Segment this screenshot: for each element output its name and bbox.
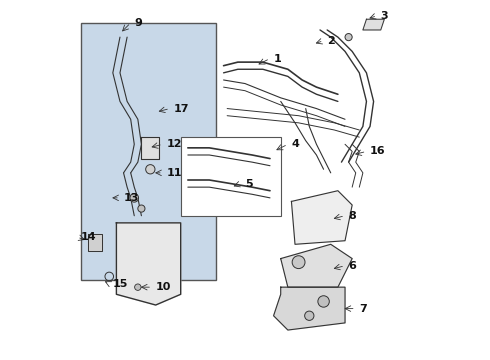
- Polygon shape: [88, 234, 102, 251]
- Circle shape: [135, 284, 141, 291]
- Text: 3: 3: [381, 11, 389, 21]
- Text: 8: 8: [348, 211, 356, 221]
- Polygon shape: [363, 19, 384, 30]
- Text: 11: 11: [167, 168, 182, 178]
- Text: 7: 7: [359, 303, 367, 314]
- Circle shape: [345, 33, 352, 41]
- Text: 4: 4: [292, 139, 299, 149]
- Polygon shape: [281, 244, 352, 287]
- Text: 13: 13: [123, 193, 139, 203]
- Circle shape: [318, 296, 329, 307]
- Polygon shape: [142, 137, 159, 158]
- Text: 14: 14: [81, 232, 97, 242]
- Circle shape: [130, 194, 139, 202]
- Text: 5: 5: [245, 179, 253, 189]
- Text: 2: 2: [327, 36, 335, 46]
- Text: 16: 16: [370, 147, 386, 157]
- Text: 9: 9: [134, 18, 142, 28]
- Polygon shape: [117, 223, 181, 305]
- Text: 15: 15: [113, 279, 128, 289]
- Text: 1: 1: [273, 54, 281, 64]
- FancyBboxPatch shape: [181, 137, 281, 216]
- Polygon shape: [292, 191, 352, 244]
- Text: 12: 12: [167, 139, 182, 149]
- Circle shape: [138, 205, 145, 212]
- Circle shape: [292, 256, 305, 269]
- Text: 17: 17: [173, 104, 189, 113]
- Text: 10: 10: [156, 282, 171, 292]
- Circle shape: [305, 311, 314, 320]
- Polygon shape: [273, 287, 345, 330]
- FancyBboxPatch shape: [81, 23, 217, 280]
- Circle shape: [146, 165, 155, 174]
- Text: 6: 6: [348, 261, 356, 271]
